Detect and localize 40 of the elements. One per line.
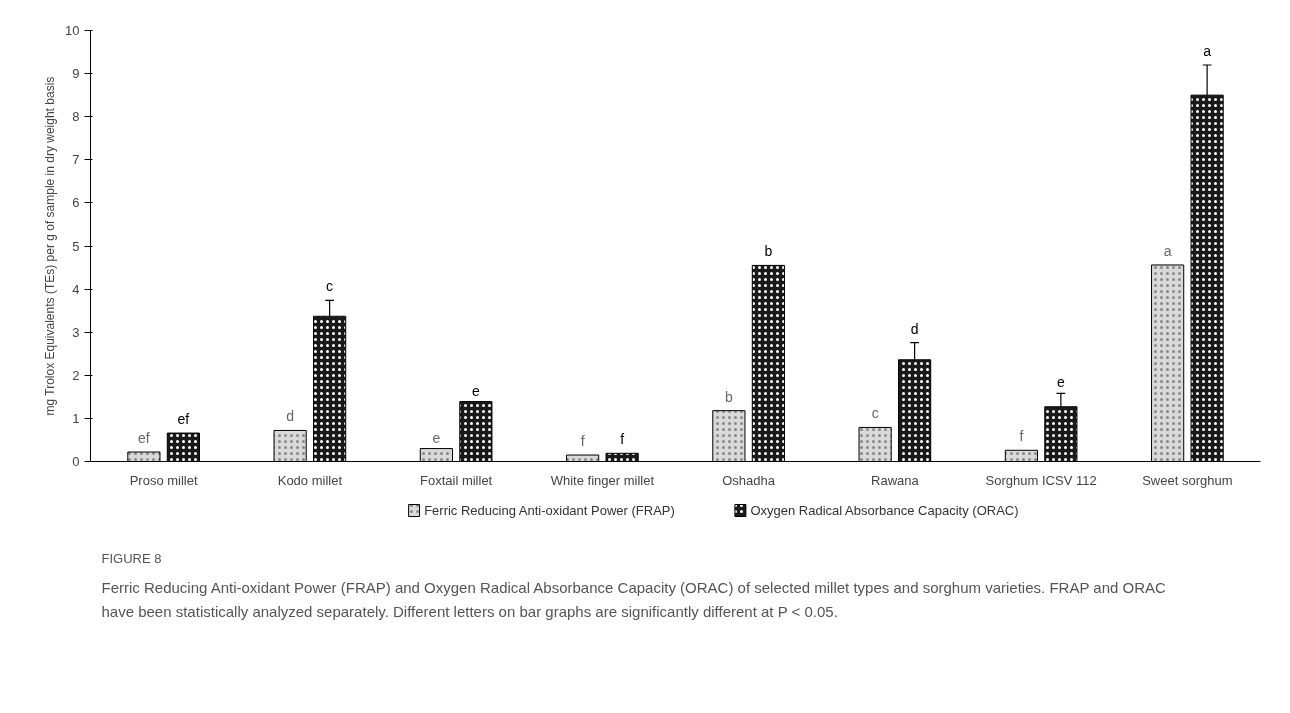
y-tick-label: 2 <box>72 367 80 383</box>
y-tick-label: 1 <box>72 410 80 426</box>
x-tick-label: Oshadha <box>722 472 776 488</box>
y-tick-label: 9 <box>72 66 80 82</box>
x-tick-label: Sweet sorghum <box>1142 472 1233 488</box>
y-tick-label: 0 <box>72 454 80 469</box>
annotation: e <box>471 382 480 399</box>
y-tick-label: 3 <box>72 324 80 340</box>
annotation: b <box>764 243 773 260</box>
caption: FIGURE 8 <box>101 550 162 566</box>
y-axis-title: mg Trolox Equivalents (TEs) per g of sample in dry weight basis <box>43 76 58 416</box>
annotation: c <box>871 405 879 422</box>
y-tick-label: 7 <box>72 152 80 168</box>
x-tick-label: Foxtail millet <box>420 472 493 488</box>
legend-label: Oxygen Radical Absorbance Capacity (ORAC) <box>750 503 1019 518</box>
x-tick-label: Sorghum ICSV 112 <box>985 472 1097 488</box>
text: Ferric Reducing Anti-oxidant Power (FRAP) and Oxygen Radical Absorbance Capacity (ORAC) of selected millet types and sorghum varieties. FRAP and ORAC have been statistically analyzed separately. Different letters on bar graphs are significantly different at P < 0.05. <box>101 578 1166 620</box>
annotation: a <box>1203 42 1212 59</box>
annotation: c <box>326 278 334 295</box>
annotation: e <box>1056 374 1065 391</box>
x-tick-label: Rawana <box>871 472 920 488</box>
y-tick-label: 5 <box>72 238 80 254</box>
y-tick-label: 8 <box>72 109 80 125</box>
annotation: a <box>1163 242 1172 259</box>
x-tick-label: White finger millet <box>550 472 655 488</box>
annotation: f <box>620 431 625 448</box>
annotation: d <box>910 320 919 337</box>
y-tick-label: 4 <box>72 281 80 297</box>
legend-label: Ferric Reducing Anti-oxidant Power (FRAP) <box>424 503 675 518</box>
annotation: f <box>1019 428 1024 445</box>
x-tick-label: Kodo millet <box>277 472 343 488</box>
annotation: e <box>432 429 441 446</box>
y-tick-label: 6 <box>72 195 80 211</box>
x-tick-label: Proso millet <box>129 472 198 488</box>
annotation: f <box>580 433 585 450</box>
annotation: d <box>286 408 295 425</box>
annotation: ef <box>177 411 190 428</box>
y-tick-label: 10 <box>65 23 80 38</box>
annotation: ef <box>138 430 150 447</box>
annotation: b <box>724 388 733 405</box>
